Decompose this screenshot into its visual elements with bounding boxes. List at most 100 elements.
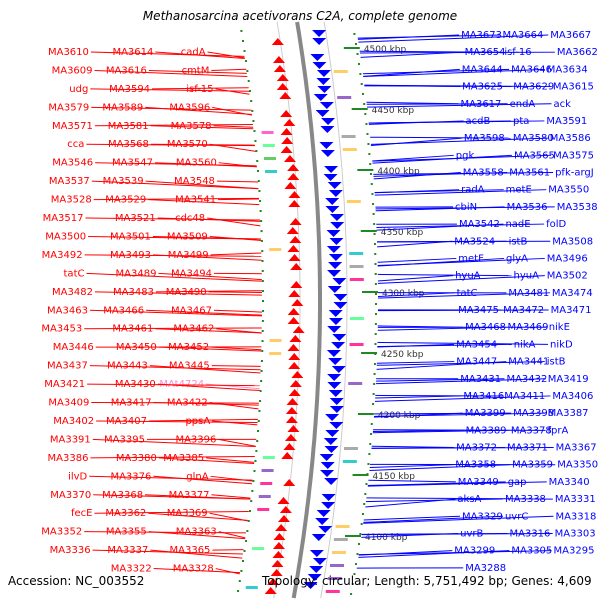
left-label-connector xyxy=(215,88,250,95)
track-tick xyxy=(261,250,264,252)
track-tick xyxy=(367,463,370,465)
track-tick xyxy=(260,360,263,362)
left-label-connector xyxy=(158,346,262,352)
track-tick xyxy=(260,240,263,242)
forward-gene-arrow xyxy=(267,578,280,585)
track-tick xyxy=(374,313,377,315)
feature-band xyxy=(261,469,274,472)
feature-band xyxy=(330,564,344,567)
track-tick xyxy=(261,320,264,322)
feature-band xyxy=(333,70,348,73)
feature-band xyxy=(265,170,278,173)
right-gene-label: MA3406 xyxy=(552,391,593,402)
reverse-gene-arrow xyxy=(321,118,336,125)
left-label-connector xyxy=(216,180,258,183)
track-tick xyxy=(257,180,260,182)
left-label-connector xyxy=(211,346,262,351)
track-tick xyxy=(372,213,375,215)
track-tick xyxy=(367,143,370,145)
track-tick xyxy=(253,470,256,472)
track-tick xyxy=(364,493,367,495)
reverse-gene-arrow xyxy=(321,502,336,509)
right-label-connector xyxy=(375,378,546,385)
track-tick xyxy=(252,480,255,482)
reverse-gene-arrow xyxy=(316,78,331,85)
forward-gene-arrow xyxy=(289,335,302,342)
reverse-gene-arrow xyxy=(319,102,334,109)
reverse-gene-arrow xyxy=(325,430,340,437)
reverse-gene-arrow xyxy=(319,142,334,149)
left-gene-label: MA3396 xyxy=(175,434,216,445)
left-label-connector xyxy=(145,180,259,190)
left-label-connector xyxy=(208,291,262,294)
forward-gene-arrow xyxy=(280,146,293,153)
right-gene-label: MA3508 xyxy=(552,236,593,247)
reverse-gene-arrow xyxy=(320,462,335,469)
reverse-gene-arrow xyxy=(320,126,335,133)
right-gene-label: fprA xyxy=(548,425,569,436)
reverse-gene-arrow xyxy=(327,182,342,189)
forward-gene-arrow xyxy=(270,569,283,576)
right-gene-label: ack xyxy=(553,99,571,110)
track-tick xyxy=(357,63,360,65)
right-label-connector xyxy=(376,361,455,364)
left-gene-label: MA3529 xyxy=(105,195,146,206)
left-gene-label: MA3490 xyxy=(166,287,207,298)
left-gene-label: MA3445 xyxy=(169,361,210,372)
position-marker-label: 4100 kbp xyxy=(365,533,408,543)
feature-band xyxy=(263,157,276,160)
track-tick xyxy=(369,443,372,445)
left-gene-label: MA3365 xyxy=(170,545,211,556)
feature-band xyxy=(346,200,361,203)
track-tick xyxy=(355,563,357,565)
left-label-connector xyxy=(96,420,258,424)
forward-gene-arrow xyxy=(287,173,300,180)
feature-band xyxy=(343,447,358,450)
left-gene-label: MA3453 xyxy=(41,324,82,335)
reverse-gene-arrow xyxy=(309,550,324,557)
left-gene-label: isf-15 xyxy=(186,84,213,95)
left-label-connector xyxy=(150,549,243,559)
track-tick xyxy=(375,303,377,305)
right-label-connector xyxy=(369,464,454,469)
track-tick xyxy=(242,560,244,562)
right-label-connector xyxy=(377,341,549,345)
left-label-connector xyxy=(218,438,256,447)
left-label-connector xyxy=(209,402,259,410)
left-label-connector xyxy=(158,457,255,464)
right-label-connector xyxy=(367,481,547,487)
right-gene-label: MA3288 xyxy=(465,563,506,574)
left-label-connector xyxy=(93,494,251,500)
reverse-gene-arrow xyxy=(303,582,318,589)
track-tick xyxy=(373,223,376,225)
right-label-connector xyxy=(372,429,509,434)
accession-text: Accession: NC_003552 xyxy=(8,574,145,588)
forward-gene-arrow xyxy=(292,326,305,333)
left-gene-label: MA3386 xyxy=(48,453,89,464)
left-label-connector xyxy=(146,309,262,316)
track-tick xyxy=(353,573,356,575)
left-label-connector xyxy=(158,272,262,281)
right-gene-label: MA3575 xyxy=(553,150,594,161)
genome-backbone xyxy=(291,21,322,599)
track-tick xyxy=(261,330,264,332)
track-tick xyxy=(372,403,375,405)
right-gene-label: MA3367 xyxy=(556,443,597,454)
left-gene-label: MA3579 xyxy=(48,102,89,113)
track-tick xyxy=(254,460,257,462)
track-tick xyxy=(254,140,257,142)
left-gene-label: MA3370 xyxy=(50,490,91,501)
forward-gene-arrow xyxy=(290,281,303,288)
feature-band xyxy=(333,538,348,541)
reverse-gene-arrow xyxy=(328,318,343,325)
reverse-gene-arrow xyxy=(327,286,342,293)
left-label-connector xyxy=(213,309,262,313)
reverse-gene-arrow xyxy=(307,574,322,581)
left-label-connector xyxy=(153,568,241,574)
right-gene-label: nikD xyxy=(550,339,573,350)
forward-gene-arrow xyxy=(272,542,285,549)
right-label-connector xyxy=(376,378,505,382)
reverse-gene-arrow xyxy=(327,374,342,381)
left-gene-label: MA3571 xyxy=(52,121,93,132)
right-label-connector xyxy=(375,394,503,397)
